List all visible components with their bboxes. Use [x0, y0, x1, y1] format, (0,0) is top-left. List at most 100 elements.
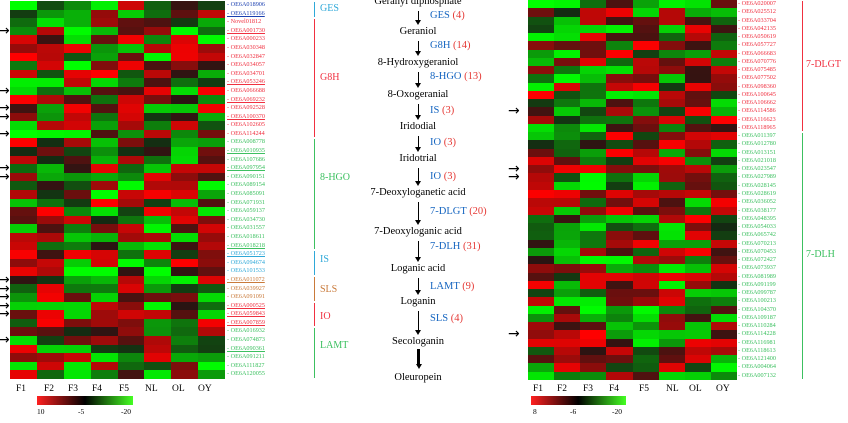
heatmap-cell [580, 66, 607, 75]
heatmap-cell [171, 310, 199, 319]
enzyme-label: 8-HGO (13) [430, 71, 482, 82]
compound-label: 8-Oxogeranial [387, 89, 449, 100]
heatmap-cell [606, 198, 633, 207]
enzyme-name: 7-DLGT [430, 206, 467, 217]
heatmap-cell [36, 95, 64, 105]
left-gene-label: - OE6A089154 [227, 181, 265, 189]
heatmap-cell [528, 148, 555, 157]
enzyme-name: IO [430, 171, 442, 182]
heatmap-cell [90, 52, 118, 62]
heatmap-cell [632, 272, 659, 281]
heatmap-cell [10, 86, 37, 96]
heatmap-cell [63, 370, 91, 379]
heatmap-cell [90, 198, 118, 208]
heatmap-cell [684, 289, 711, 298]
right-gene-label: - OE6A050619 [738, 33, 776, 41]
heatmap-cell [90, 344, 118, 354]
heatmap-cell [117, 344, 145, 354]
heatmap-cell [554, 173, 581, 182]
heatmap-cell [606, 355, 633, 364]
heatmap-cell [63, 9, 91, 19]
heatmap-cell [632, 206, 659, 215]
heatmap-cell [10, 18, 37, 27]
heatmap-cell [171, 43, 199, 53]
left-gene-label: - OE6A100370 [227, 112, 265, 120]
heatmap-cell [632, 0, 659, 9]
heatmap-cell [554, 49, 581, 58]
heatmap-cell [10, 26, 37, 36]
heatmap-cell [171, 370, 199, 379]
heatmap-cell [10, 147, 37, 156]
heatmap-cell [580, 90, 607, 100]
heatmap-cell [144, 327, 172, 337]
heatmap-cell [198, 258, 225, 268]
legend-tick: -20 [612, 407, 622, 416]
heatmap-cell [554, 107, 581, 116]
heatmap-cell [606, 264, 633, 273]
heatmap-cell [36, 164, 64, 173]
heatmap-cell [117, 95, 145, 105]
heatmap-cell [198, 9, 225, 19]
heatmap-cell [144, 164, 172, 173]
heatmap-cell [632, 338, 659, 347]
right-gene-label: - OE6A121400 [738, 355, 776, 363]
right-gene-label: - OE6A118965 [738, 123, 776, 131]
heatmap-cell [90, 61, 118, 70]
heatmap-cell [144, 258, 172, 268]
heatmap-cell [658, 49, 685, 58]
heatmap-cell [580, 305, 607, 314]
heatmap-cell [171, 78, 199, 87]
heatmap-cell [632, 49, 659, 58]
heatmap-cell [606, 338, 633, 347]
heatmap-cell [684, 173, 711, 182]
heatmap-cell [710, 90, 737, 100]
heatmap-cell [606, 190, 633, 199]
heatmap-cell [658, 148, 685, 157]
heatmap-cell [528, 156, 555, 166]
heatmap-cell [580, 74, 607, 83]
heatmap-cell [36, 138, 64, 148]
heatmap-cell [658, 115, 685, 124]
heatmap-cell [710, 297, 737, 306]
heatmap-cell [528, 24, 555, 34]
heatmap-cell [684, 24, 711, 34]
heatmap-cell [684, 190, 711, 199]
compound-label: Oleuropein [394, 372, 442, 383]
heatmap-cell [36, 361, 64, 371]
heatmap-cell [554, 256, 581, 265]
heatmap-cell [171, 9, 199, 19]
heatmap-cell [144, 95, 172, 105]
heatmap-cell [658, 330, 685, 339]
heatmap-cell [117, 327, 145, 337]
heatmap-cell [117, 43, 145, 53]
heatmap-cell [710, 346, 737, 356]
enzyme-count: (14) [453, 40, 471, 51]
heatmap-cell [710, 214, 737, 224]
heatmap-cell [198, 172, 225, 182]
row-arrow-icon: → [0, 100, 10, 117]
heatmap-cell [632, 8, 659, 17]
right-gene-label: - OE6A036052 [738, 198, 776, 206]
heatmap-cell [36, 86, 64, 96]
heatmap-cell [554, 41, 581, 50]
heatmap-cell [10, 301, 37, 311]
heatmap-cell [10, 232, 37, 242]
right-gene-label: - OE6A007132 [738, 371, 776, 379]
heatmap-cell [632, 363, 659, 372]
enzyme-name: GES [430, 10, 450, 21]
right-gene-label: - OE6A012780 [738, 140, 776, 148]
heatmap-cell [710, 355, 737, 364]
pathway-arrow [415, 11, 421, 25]
heatmap-cell [36, 284, 64, 294]
heatmap-cell [684, 148, 711, 157]
row-arrow-icon: → [0, 306, 10, 323]
heatmap-cell [90, 241, 118, 251]
heatmap-cell [606, 173, 633, 182]
heatmap-cell [684, 140, 711, 149]
heatmap-cell [684, 165, 711, 174]
heatmap-cell [10, 69, 37, 79]
left-gene-label: - OE6A010935 [227, 147, 265, 155]
heatmap-cell [684, 156, 711, 166]
compound-label: Geraniol [399, 26, 437, 37]
left-gene-label: - OE6A018906 [227, 1, 265, 8]
